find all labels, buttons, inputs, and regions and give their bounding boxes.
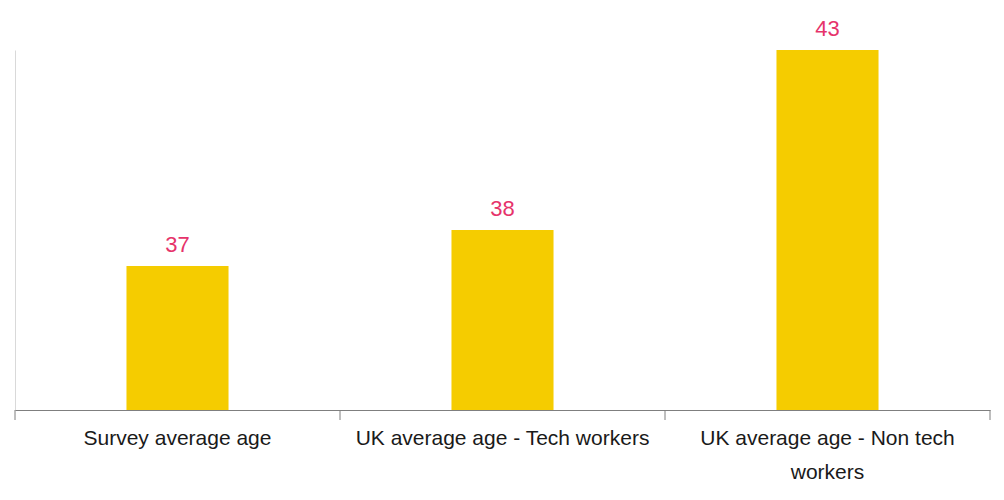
label-line: workers — [790, 460, 865, 483]
x-tick: UK average age - Non tech workers — [700, 426, 954, 483]
plot-area — [126, 50, 878, 410]
label-line: UK average age - Non tech — [700, 426, 954, 449]
y-axis-line — [15, 51, 16, 411]
x-tick-label: UK average age - Non tech workers — [700, 426, 954, 483]
data-label: 43 — [815, 16, 839, 41]
x-axis: Survey average age UK average age - Tech … — [16, 411, 991, 483]
separator — [15, 410, 16, 420]
data-labels: 37 38 43 — [165, 16, 839, 257]
x-tick-label: Survey average age — [84, 426, 272, 449]
separator — [340, 410, 341, 420]
data-label: 37 — [165, 232, 189, 257]
label-line: UK average age - Tech workers — [356, 426, 650, 449]
separator — [990, 410, 991, 420]
separator — [665, 410, 666, 420]
x-tick: UK average age - Tech workers — [356, 426, 650, 449]
x-tick: Survey average age — [84, 426, 272, 449]
bar — [126, 266, 228, 410]
x-tick-label: UK average age - Tech workers — [356, 426, 650, 449]
label-line: Survey average age — [84, 426, 272, 449]
data-label: 38 — [490, 196, 514, 221]
y-axis — [15, 51, 16, 411]
chart: Survey average age UK average age - Tech … — [0, 0, 1004, 500]
separators — [15, 410, 990, 420]
bar — [451, 230, 553, 410]
bar — [776, 50, 878, 410]
x-axis-line — [16, 410, 991, 411]
